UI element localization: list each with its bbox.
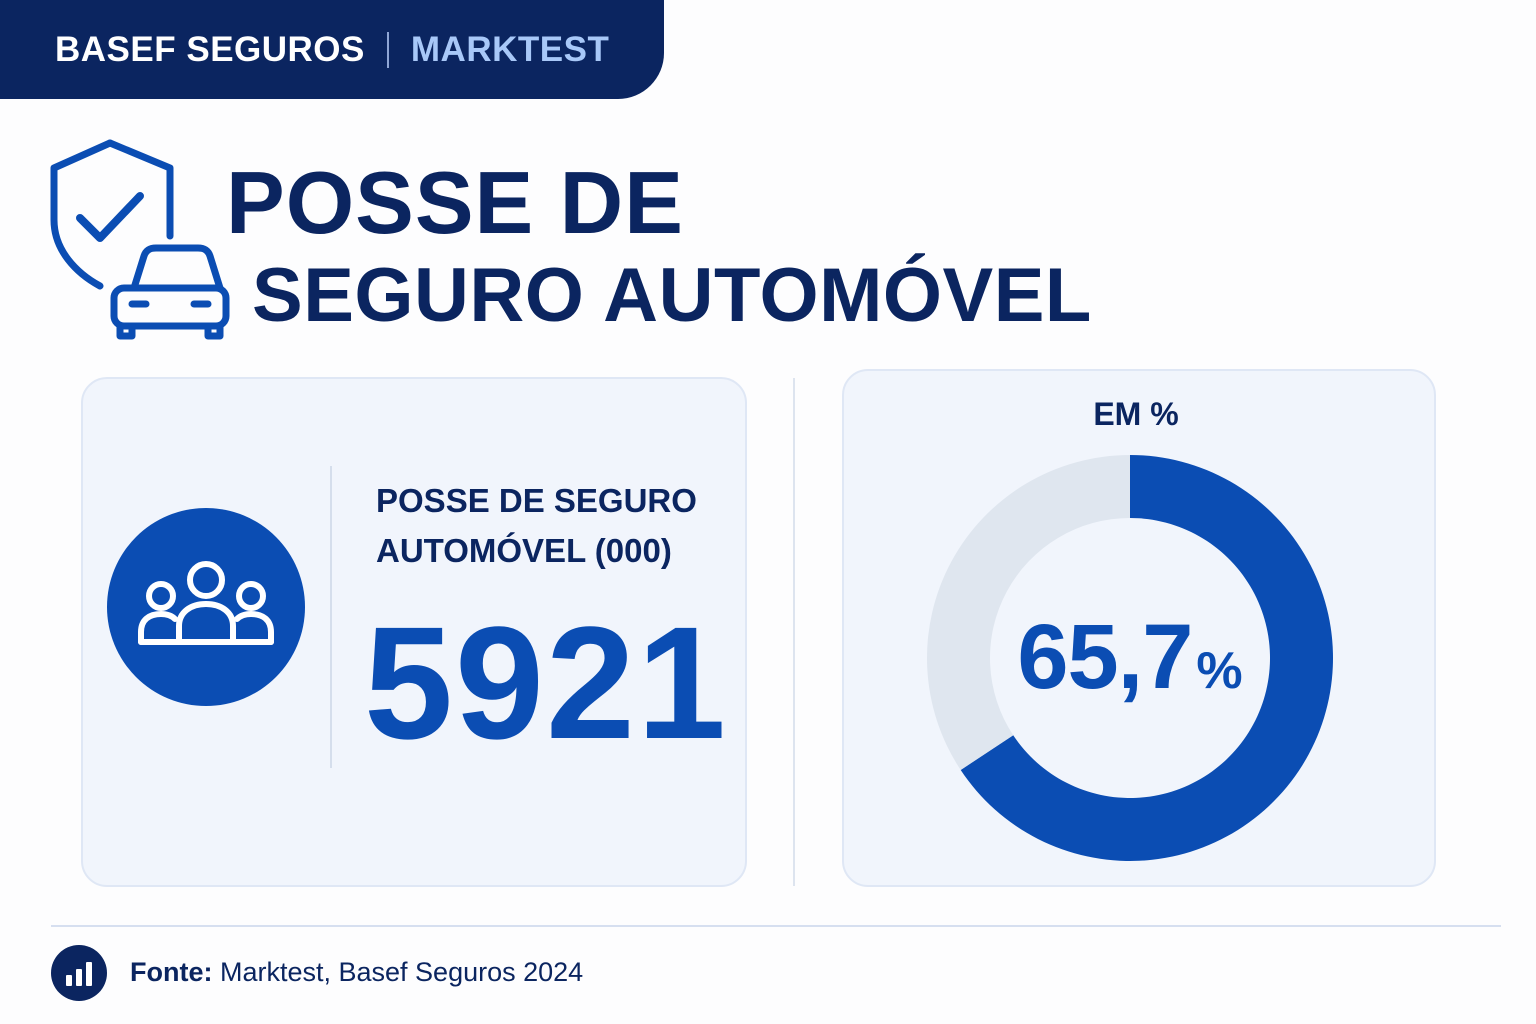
footer-source-label: Fonte: <box>130 957 213 987</box>
shield-check-car-icon <box>50 139 230 340</box>
footer-source: Fonte: Marktest, Basef Seguros 2024 <box>130 957 583 988</box>
brand-name: BASEF SEGUROS <box>55 29 365 69</box>
metric-value: 5921 <box>364 593 728 772</box>
metric-divider <box>330 466 332 768</box>
metric-label-line1: POSSE DE SEGURO <box>376 482 697 519</box>
footer-source-text: Marktest, Basef Seguros 2024 <box>212 957 584 987</box>
page-title-line1: POSSE DE <box>226 153 684 252</box>
donut-slice-2 <box>927 455 1130 770</box>
metric-label-line2: AUTOMÓVEL (000) <box>376 532 672 569</box>
donut-chart <box>927 455 1333 861</box>
top-banner: BASEF SEGUROS MARKTEST <box>0 0 664 99</box>
metric-label: POSSE DE SEGURO AUTOMÓVEL (000) <box>376 476 697 576</box>
people-group-icon <box>107 508 305 706</box>
partner-name: MARKTEST <box>410 29 610 69</box>
brand-separator <box>386 31 389 68</box>
chart-title: EM % <box>1093 396 1179 432</box>
donut-center-value: 65,7 <box>1017 606 1193 708</box>
bar-chart-icon <box>51 945 107 1001</box>
cards-divider <box>793 378 795 886</box>
donut-center-unit: % <box>1196 642 1243 700</box>
donut-slice-1 <box>960 455 1333 861</box>
donut-center-label: 65,7% <box>990 605 1270 710</box>
footer-divider <box>51 925 1501 927</box>
page-title-line2: SEGURO AUTOMÓVEL <box>252 253 1092 338</box>
